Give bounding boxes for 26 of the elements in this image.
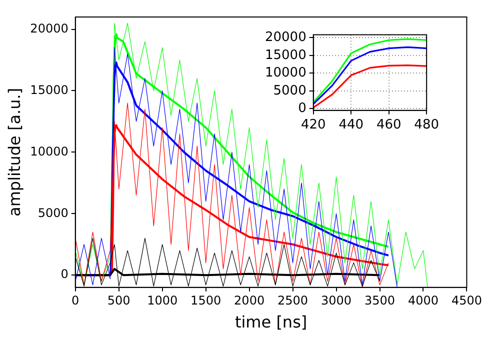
x-tick-label: 420 xyxy=(300,118,326,133)
y-tick-label: 0 xyxy=(60,267,68,282)
y-tick-label: 10000 xyxy=(264,66,306,81)
x-tick-label: 4000 xyxy=(408,294,439,308)
y-tick-label: 10000 xyxy=(30,144,68,158)
y-tick-label: 20000 xyxy=(30,21,68,36)
y-tick-label: 20000 xyxy=(264,30,306,46)
x-axis-title: time [ns] xyxy=(234,312,308,332)
y-tick-label: 15000 xyxy=(30,82,68,97)
x-tick-label: 500 xyxy=(107,294,130,308)
y-tick-label: 0 xyxy=(298,101,306,116)
x-tick-label: 460 xyxy=(376,118,402,133)
x-tick-label: 440 xyxy=(338,118,364,133)
y-tick-label: 5000 xyxy=(273,83,306,98)
x-tick-label: 0 xyxy=(72,294,80,308)
y-axis-title: amplitude [a.u.] xyxy=(4,88,24,216)
x-tick-label: 2500 xyxy=(278,294,308,308)
x-tick-label: 1500 xyxy=(190,294,222,308)
x-tick-label: 3500 xyxy=(364,294,396,308)
x-tick-label: 4500 xyxy=(451,294,482,308)
x-tick-label: 2000 xyxy=(234,294,265,308)
x-tick-label: 1000 xyxy=(147,294,178,308)
y-tick-label: 15000 xyxy=(264,48,306,63)
y-tick-label: 5000 xyxy=(38,206,68,220)
x-tick-label: 480 xyxy=(414,118,440,133)
x-tick-label: 3000 xyxy=(321,294,352,308)
